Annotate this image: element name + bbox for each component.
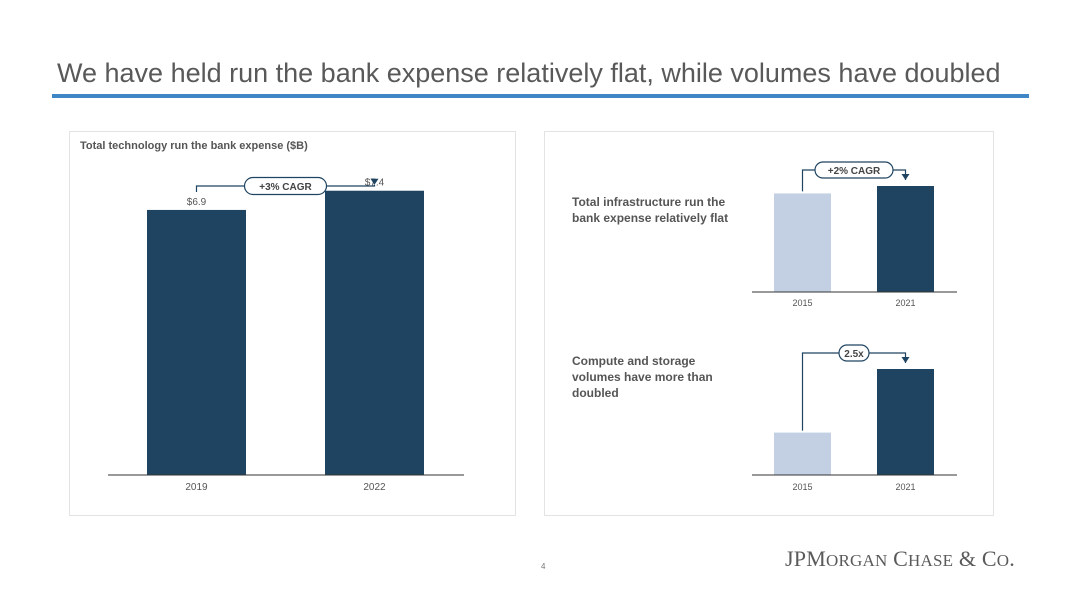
infrastructure-description: Total infrastructure run the bank expens…: [572, 195, 729, 225]
x-tick-label: 2015: [792, 482, 812, 492]
data-label: $6.9: [187, 197, 207, 208]
bar-2015: [774, 193, 831, 292]
title-underline: [52, 94, 1029, 98]
left-chart-panel: Total technology run the bank expense ($…: [69, 131, 516, 516]
bar-2015: [774, 432, 831, 475]
x-tick-label: 2015: [792, 298, 812, 308]
arrow-head: [901, 174, 910, 180]
x-tick-label: 2019: [185, 482, 208, 493]
annotation-label: +2% CAGR: [828, 166, 881, 177]
annotation-pill: [243, 176, 328, 196]
annotation-label: 2.5x: [844, 349, 864, 360]
annotation-pill: [814, 161, 894, 179]
bar-2021: [877, 369, 934, 475]
x-tick-label: 2021: [895, 482, 915, 492]
chart-title: Total technology run the bank expense ($…: [80, 140, 308, 152]
company-logo: JPMORGAN CHASE & CO.: [785, 546, 1015, 571]
bar-2019: [147, 209, 246, 475]
annotation-pill: [838, 344, 870, 362]
x-tick-label: 2021: [895, 298, 915, 308]
arrow-head: [370, 178, 379, 185]
arrow-head: [901, 357, 910, 363]
bar-2022: [325, 190, 424, 476]
bar-2021: [877, 186, 934, 292]
page-number: 4: [541, 562, 546, 571]
annotation-label: +3% CAGR: [259, 182, 312, 193]
slide-title: We have held run the bank expense relati…: [57, 58, 1001, 88]
x-tick-label: 2022: [363, 482, 386, 493]
volumes-description: Compute and storage volumes have more th…: [572, 354, 713, 400]
